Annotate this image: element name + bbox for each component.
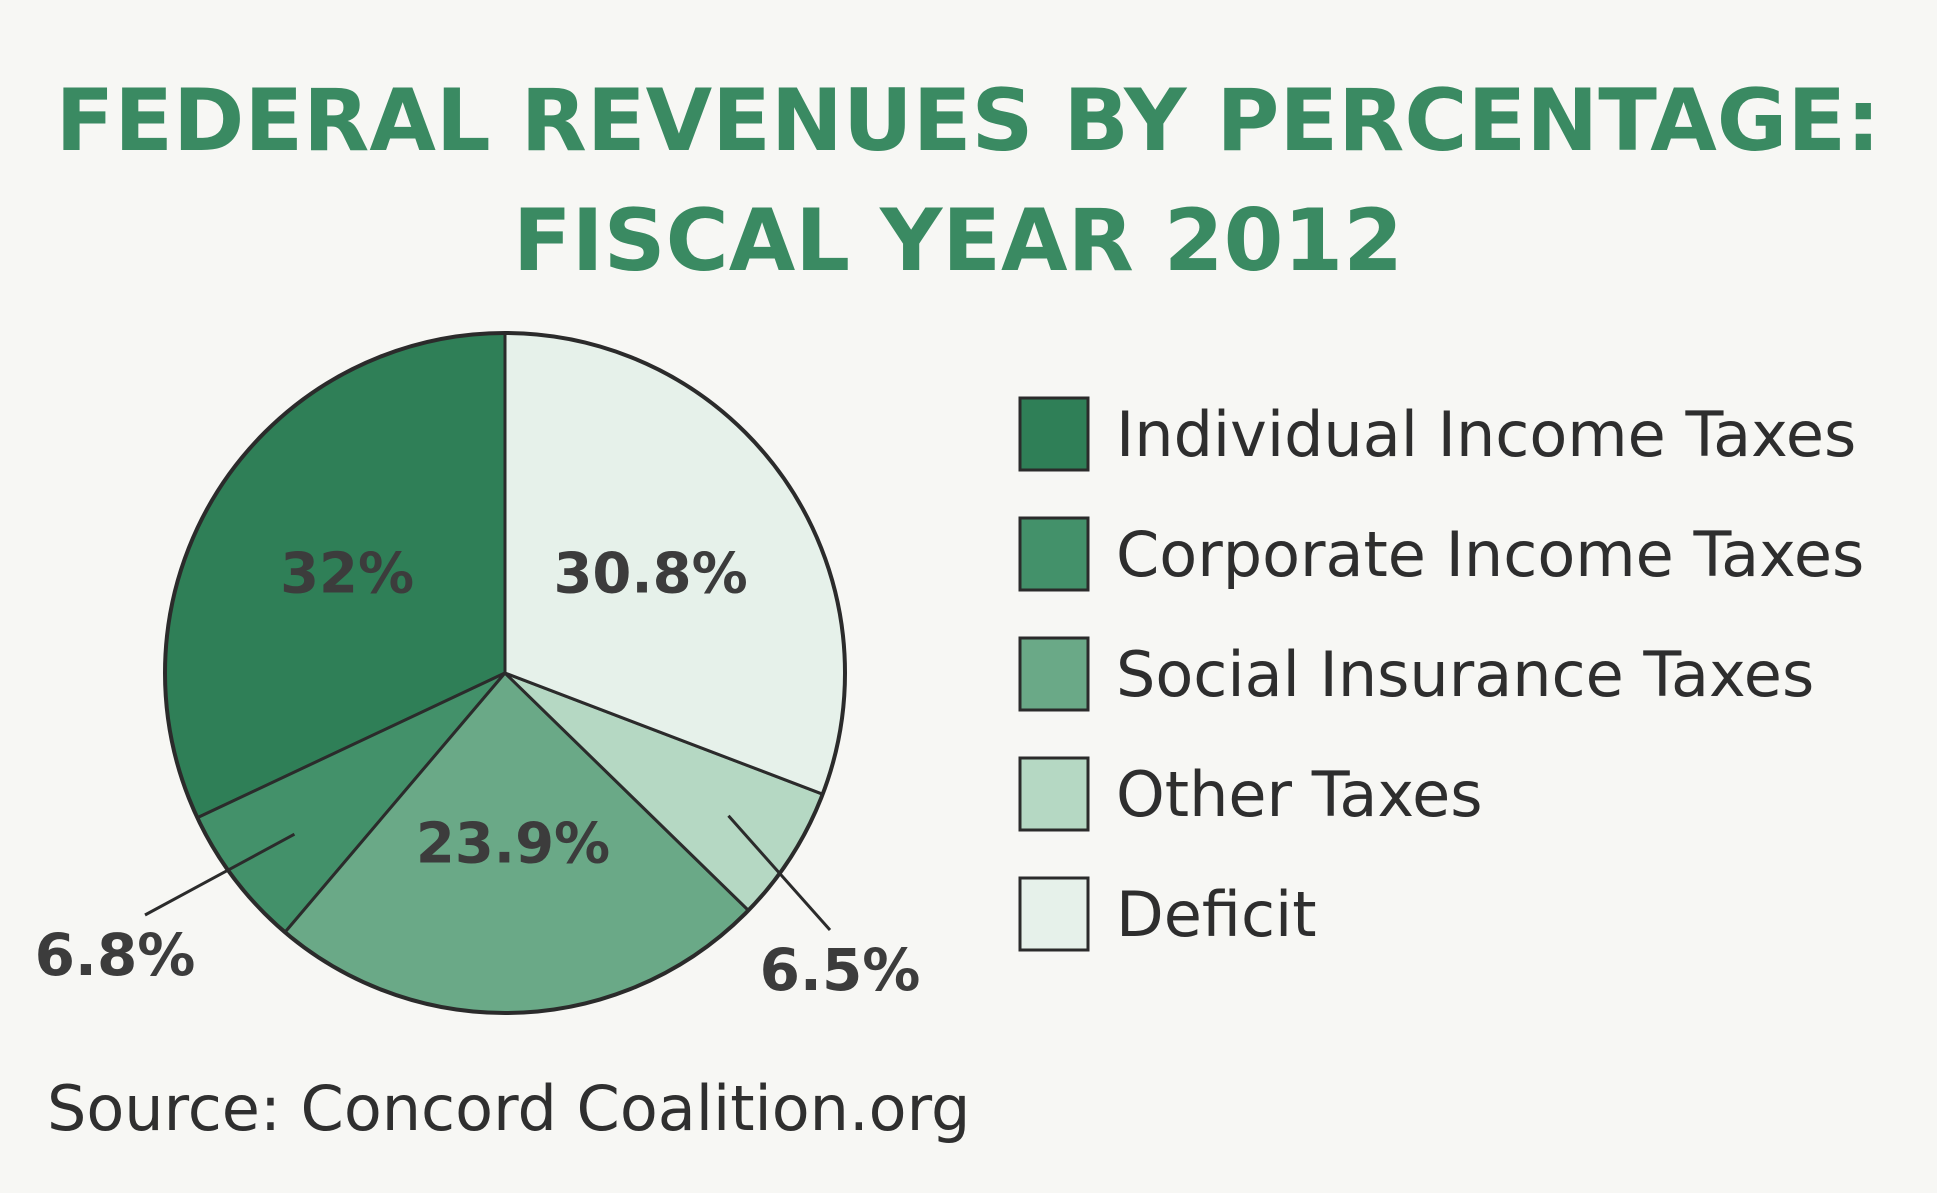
- chart-title-line-1: FEDERAL REVENUES BY PERCENTAGE:: [55, 71, 1880, 171]
- callout-line-other-taxes: [727, 814, 832, 931]
- chart-title-line-2: FISCAL YEAR 2012: [513, 191, 1403, 291]
- legend-swatch-social-insurance-taxes: [1018, 636, 1090, 712]
- legend-swatch-deficit: [1018, 876, 1090, 952]
- slice-label-corporate-income-taxes: 6.8%: [35, 921, 196, 989]
- slice-label-other-taxes: 6.5%: [760, 936, 921, 1004]
- legend-label-corporate-income-taxes: Corporate Income Taxes: [1116, 518, 1864, 591]
- legend-label-individual-income-taxes: Individual Income Taxes: [1116, 398, 1856, 471]
- legend-item-individual-income-taxes: Individual Income Taxes: [1018, 396, 1856, 472]
- pie-outline: [163, 331, 847, 1015]
- callout-line-corporate-income-taxes: [144, 832, 296, 917]
- legend-item-other-taxes: Other Taxes: [1018, 756, 1483, 832]
- legend: Individual Income Taxes Corporate Income …: [1018, 396, 1864, 952]
- legend-item-corporate-income-taxes: Corporate Income Taxes: [1018, 516, 1864, 592]
- legend-label-social-insurance-taxes: Social Insurance Taxes: [1116, 638, 1814, 711]
- slice-label-deficit: 30.8%: [553, 541, 747, 606]
- legend-item-deficit: Deficit: [1018, 876, 1317, 952]
- pie-labels: 32% 6.8% 23.9% 6.5% 30.8%: [35, 541, 921, 1004]
- chart-title: FEDERAL REVENUES BY PERCENTAGE: FISCAL Y…: [55, 71, 1880, 291]
- legend-swatch-corporate-income-taxes: [1018, 516, 1090, 592]
- slice-label-individual-income-taxes: 32%: [280, 541, 414, 606]
- legend-swatch-individual-income-taxes: [1018, 396, 1090, 472]
- slice-label-social-insurance-taxes: 23.9%: [416, 811, 610, 876]
- legend-swatch-other-taxes: [1018, 756, 1090, 832]
- source-note: Source: Concord Coalition.org: [47, 1072, 970, 1145]
- legend-item-social-insurance-taxes: Social Insurance Taxes: [1018, 636, 1814, 712]
- pie: [163, 331, 847, 1015]
- legend-label-deficit: Deficit: [1116, 878, 1317, 951]
- legend-label-other-taxes: Other Taxes: [1116, 758, 1483, 831]
